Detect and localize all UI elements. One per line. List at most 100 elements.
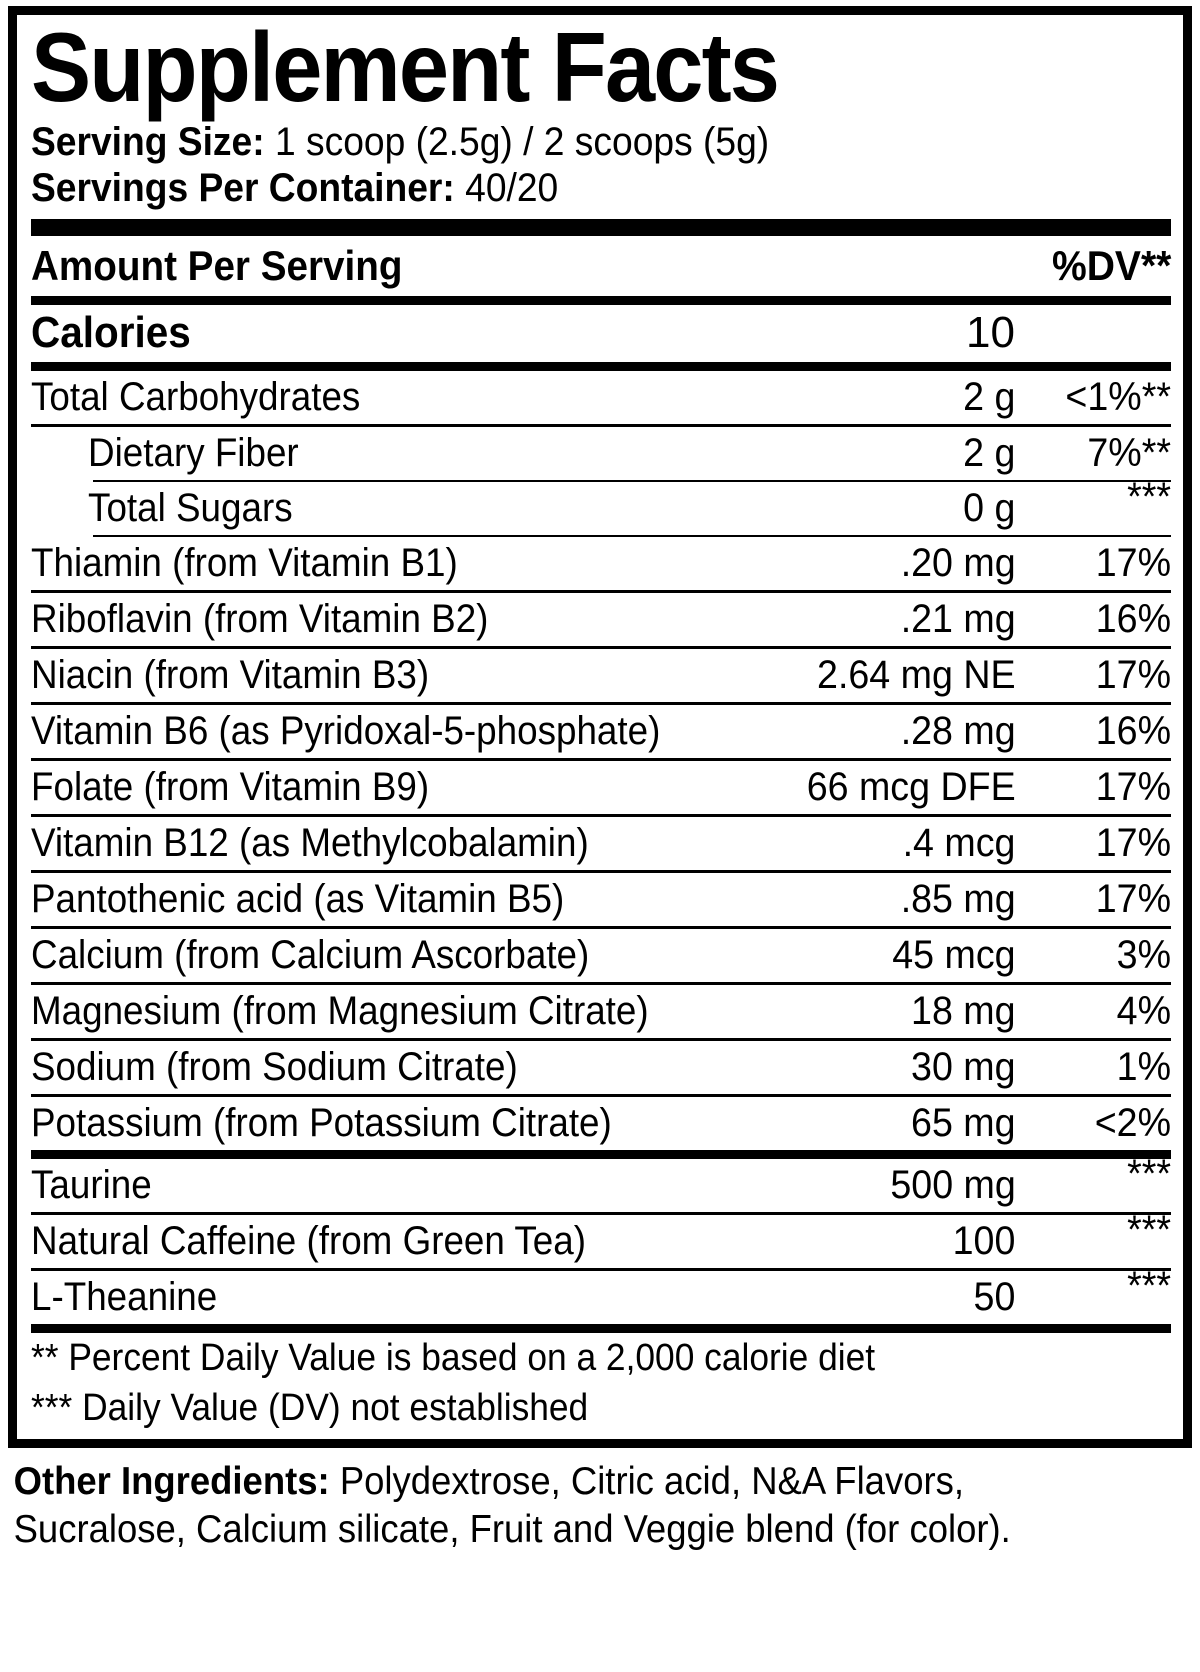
divider-below-serving	[31, 219, 1171, 237]
row-name: L-Theanine	[31, 1275, 218, 1320]
row-name: Pantothenic acid (as Vitamin B5)	[31, 877, 565, 922]
row-amount: .21 mg	[900, 597, 1016, 642]
row-name: Vitamin B6 (as Pyridoxal-5-phosphate)	[31, 709, 661, 754]
row-name-qualifier: (as Methylcobalamin)	[228, 821, 589, 866]
row-dv: 1%	[1116, 1045, 1171, 1090]
footnote-dv-basis: ** Percent Daily Value is based on a 2,0…	[31, 1337, 876, 1380]
row-amount: 500 mg	[889, 1163, 1016, 1208]
table-row: Potassium (from Potassium Citrate) 65 mg <…	[31, 1097, 1171, 1150]
table-row: Natural Caffeine (from Green Tea) 100 ***	[31, 1208, 1171, 1268]
amount-per-serving-header: Amount Per Serving	[31, 242, 403, 290]
row-dv: 17%	[1095, 765, 1171, 810]
row-divider	[31, 982, 1171, 986]
row-amount: 50	[973, 1275, 1016, 1320]
divider-before-actives	[31, 1150, 1171, 1160]
row-amount: .20 mg	[900, 541, 1016, 586]
row-name-qualifier: (from Calcium Ascorbate)	[163, 933, 590, 978]
row-name: Vitamin B12 (as Methylcobalamin)	[31, 821, 589, 866]
row-dv: 3%	[1116, 933, 1171, 978]
row-divider	[31, 1212, 1171, 1216]
row-amount: 18 mg	[910, 989, 1016, 1034]
row-divider	[31, 702, 1171, 706]
table-row: Riboflavin (from Vitamin B2) .21 mg 16%	[31, 593, 1171, 646]
row-divider	[93, 480, 1171, 483]
row-name: Niacin (from Vitamin B3)	[31, 653, 430, 698]
row-amount: 2.64 mg NE	[816, 653, 1016, 698]
row-name: Sodium (from Sodium Citrate)	[31, 1045, 518, 1090]
dv-not-established-marker: ***	[1127, 475, 1171, 520]
row-amount: 66 mcg DFE	[806, 765, 1016, 810]
row-amount: 0 g	[963, 486, 1016, 531]
calories-amount: 10	[966, 308, 1015, 358]
serving-size-label: Serving Size:	[31, 120, 265, 165]
row-amount: .4 mcg	[902, 821, 1016, 866]
footnote-dv-not-established: *** Daily Value (DV) not established	[31, 1386, 589, 1429]
row-divider	[31, 870, 1171, 874]
divider-below-calories	[31, 362, 1171, 372]
row-name: Total Sugars	[88, 486, 293, 531]
row-dv: ***	[1030, 1152, 1171, 1207]
row-amount: .85 mg	[900, 877, 1016, 922]
other-ingredients-label: Other Ingredients:	[13, 1459, 330, 1503]
row-name-qualifier: (from Sodium Citrate)	[155, 1045, 518, 1090]
row-amount: 100	[952, 1219, 1016, 1264]
dv-not-established-marker: ***	[1127, 1264, 1171, 1309]
row-name-qualifier: (from Green Tea)	[296, 1219, 586, 1264]
row-name-qualifier: (from Vitamin B9)	[133, 765, 430, 810]
table-row: Dietary Fiber 2 g 7%**	[31, 427, 1171, 480]
table-row: Niacin (from Vitamin B3) 2.64 mg NE 17%	[31, 649, 1171, 702]
row-divider	[31, 646, 1171, 650]
row-name: Natural Caffeine (from Green Tea)	[31, 1219, 586, 1264]
row-dv: 17%	[1095, 877, 1171, 922]
calories-label: Calories	[31, 308, 191, 358]
row-divider	[31, 926, 1171, 930]
row-name: Total Carbohydrates	[31, 375, 361, 420]
dv-not-established-marker: ***	[1127, 1152, 1171, 1197]
row-divider	[31, 1094, 1171, 1098]
dv-not-established-marker: ***	[1127, 1208, 1171, 1253]
calories-row: Calories 10	[31, 305, 1171, 362]
row-divider	[31, 424, 1171, 428]
servings-per-container-value: 40/20	[465, 166, 559, 211]
nutrients-group: Thiamin (from Vitamin B1) .20 mg 17% Ribofl…	[31, 537, 1171, 1150]
row-name: Taurine	[31, 1163, 152, 1208]
servings-per-container-label: Servings Per Container:	[31, 166, 455, 211]
facts-panel: Supplement Facts Serving Size: 1 scoop (…	[8, 6, 1192, 1448]
row-name: Riboflavin (from Vitamin B2)	[31, 597, 489, 642]
row-amount: 2 g	[963, 375, 1016, 420]
table-row: Taurine 500 mg ***	[31, 1152, 1171, 1212]
divider-below-actives	[31, 1324, 1171, 1334]
row-divider	[31, 590, 1171, 594]
row-name-qualifier: (from Vitamin B2)	[192, 597, 489, 642]
row-name: Magnesium (from Magnesium Citrate)	[31, 989, 649, 1034]
table-row: Pantothenic acid (as Vitamin B5) .85 mg 17…	[31, 873, 1171, 926]
table-row: Total Sugars 0 g ***	[31, 475, 1171, 535]
row-divider	[31, 758, 1171, 762]
table-row: Folate (from Vitamin B9) 66 mcg DFE 17%	[31, 761, 1171, 814]
row-dv: 17%	[1095, 541, 1171, 586]
row-name-qualifier: (from Vitamin B3)	[133, 653, 430, 698]
table-row: Vitamin B12 (as Methylcobalamin) .4 mcg 17…	[31, 817, 1171, 870]
row-dv: <1%**	[1065, 375, 1171, 420]
table-row: L-Theanine 50 ***	[31, 1264, 1171, 1324]
row-dv: 16%	[1095, 597, 1171, 642]
other-ingredients-text-1: Polydextrose, Citric acid, N&A Flavors,	[329, 1459, 964, 1503]
row-divider	[93, 535, 1171, 538]
row-dv: 16%	[1095, 709, 1171, 754]
macros-group: Total Carbohydrates 2 g <1%** Dietary Fi…	[31, 371, 1171, 538]
dv-header: %DV**	[1051, 242, 1171, 290]
row-divider	[31, 1038, 1171, 1042]
row-amount: 65 mg	[910, 1101, 1016, 1146]
row-dv: <2%	[1094, 1101, 1171, 1146]
servings-per-container-line: Servings Per Container: 40/20	[31, 165, 1091, 211]
row-dv: 4%	[1116, 989, 1171, 1034]
row-amount: 45 mcg	[892, 933, 1016, 978]
row-dv: 17%	[1095, 653, 1171, 698]
table-row: Total Carbohydrates 2 g <1%**	[31, 371, 1171, 424]
divider-below-table-header	[31, 296, 1171, 306]
row-name: Folate (from Vitamin B9)	[31, 765, 430, 810]
row-name: Potassium (from Potassium Citrate)	[31, 1101, 612, 1146]
row-dv: 17%	[1095, 821, 1171, 866]
row-divider	[31, 1268, 1171, 1272]
